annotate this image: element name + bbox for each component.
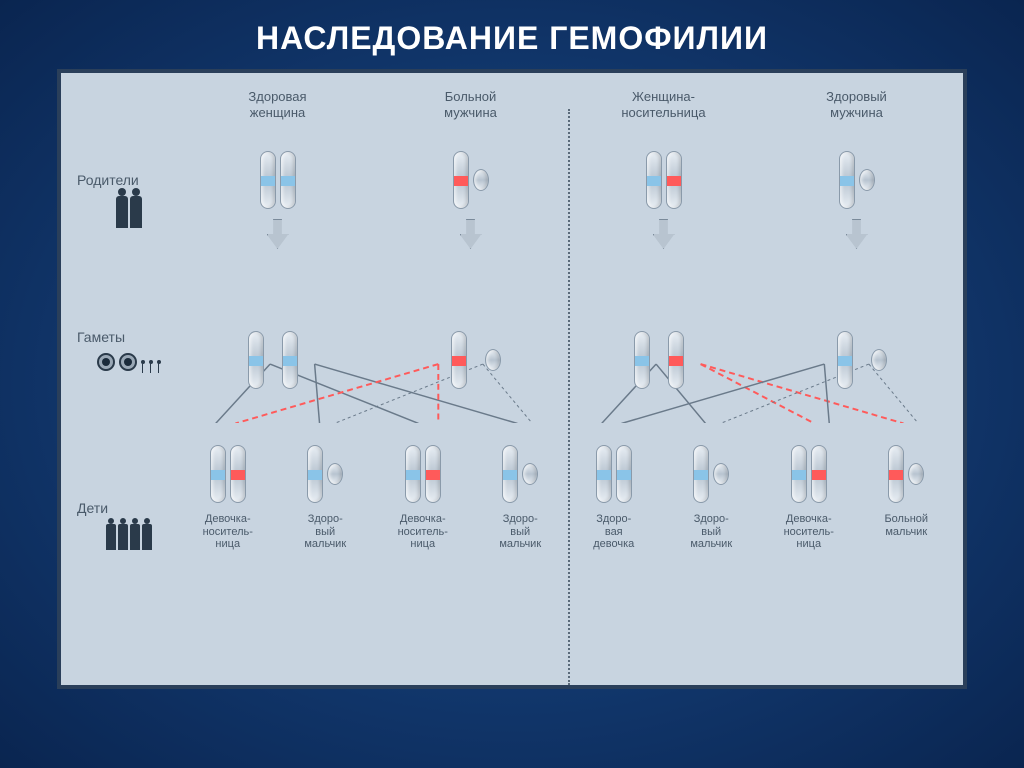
child-cell: Девочка- носитель- ница <box>784 445 834 551</box>
child-label: Девочка- носитель- ница <box>203 513 253 551</box>
mother-label-left: Здоровая женщина <box>185 89 370 120</box>
left-father-gametes <box>451 331 501 389</box>
child-cell: Здоро- вый мальчик <box>304 445 346 551</box>
mother-label-right: Женщина- носительница <box>571 89 756 120</box>
gametes-text: Гаметы <box>77 329 125 345</box>
right-gametes <box>567 275 953 425</box>
right-parents-header: Женщина- носительница Здоровый мужчина <box>567 89 953 125</box>
child-chroms <box>596 445 632 503</box>
children-icon <box>106 524 152 550</box>
child-cell: Больной мальчик <box>884 445 928 538</box>
child-chroms <box>888 445 924 503</box>
child-chroms <box>307 445 343 503</box>
left-children: Девочка- носитель- ница Здоро- вый мальчи… <box>181 425 567 625</box>
right-parents <box>567 125 953 275</box>
child-cell: Девочка- носитель- ница <box>203 445 253 551</box>
right-mother-gametes <box>634 331 684 389</box>
father-label-right: Здоровый мужчина <box>764 89 949 120</box>
child-label: Больной мальчик <box>884 513 928 538</box>
child-cell: Девочка- носитель- ница <box>398 445 448 551</box>
gametes-icon <box>97 353 161 371</box>
parents-text: Родители <box>77 172 139 188</box>
left-gametes <box>181 275 567 425</box>
left-parents <box>181 125 567 275</box>
inheritance-diagram: Здоровая женщина Больной мужчина Женщина… <box>57 69 967 689</box>
left-mother-gametes <box>248 331 298 389</box>
row-label-children: Дети <box>71 425 181 625</box>
right-father-chroms <box>839 151 875 209</box>
arrow-down-icon <box>653 219 675 249</box>
right-father-gametes <box>837 331 887 389</box>
child-cell: Здоро- вая девочка <box>593 445 634 551</box>
father-label-left: Больной мужчина <box>378 89 563 120</box>
child-label: Здоро- вый мальчик <box>304 513 346 551</box>
arrow-down-icon <box>846 219 868 249</box>
child-label: Здоро- вый мальчик <box>690 513 732 551</box>
left-father-chroms <box>453 151 489 209</box>
child-chroms <box>693 445 729 503</box>
left-parents-header: Здоровая женщина Больной мужчина <box>181 89 567 125</box>
left-mother-chroms <box>260 151 296 209</box>
row-label-gametes: Гаметы <box>71 275 181 425</box>
parents-icon <box>116 196 142 228</box>
right-children: Здоро- вая девочка Здоро- вый мальчик Дево… <box>567 425 953 625</box>
arrow-down-icon <box>460 219 482 249</box>
child-label: Здоро- вый мальчик <box>499 513 541 551</box>
child-chroms <box>502 445 538 503</box>
child-cell: Здоро- вый мальчик <box>499 445 541 551</box>
child-chroms <box>791 445 827 503</box>
child-chroms <box>210 445 246 503</box>
right-mother-chroms <box>646 151 682 209</box>
children-text: Дети <box>77 500 108 516</box>
row-label-parents: Родители <box>71 125 181 275</box>
child-chroms <box>405 445 441 503</box>
child-label: Здоро- вая девочка <box>593 513 634 551</box>
child-cell: Здоро- вый мальчик <box>690 445 732 551</box>
child-label: Девочка- носитель- ница <box>784 513 834 551</box>
page-title: НАСЛЕДОВАНИЕ ГЕМОФИЛИИ <box>0 0 1024 69</box>
child-label: Девочка- носитель- ница <box>398 513 448 551</box>
arrow-down-icon <box>267 219 289 249</box>
